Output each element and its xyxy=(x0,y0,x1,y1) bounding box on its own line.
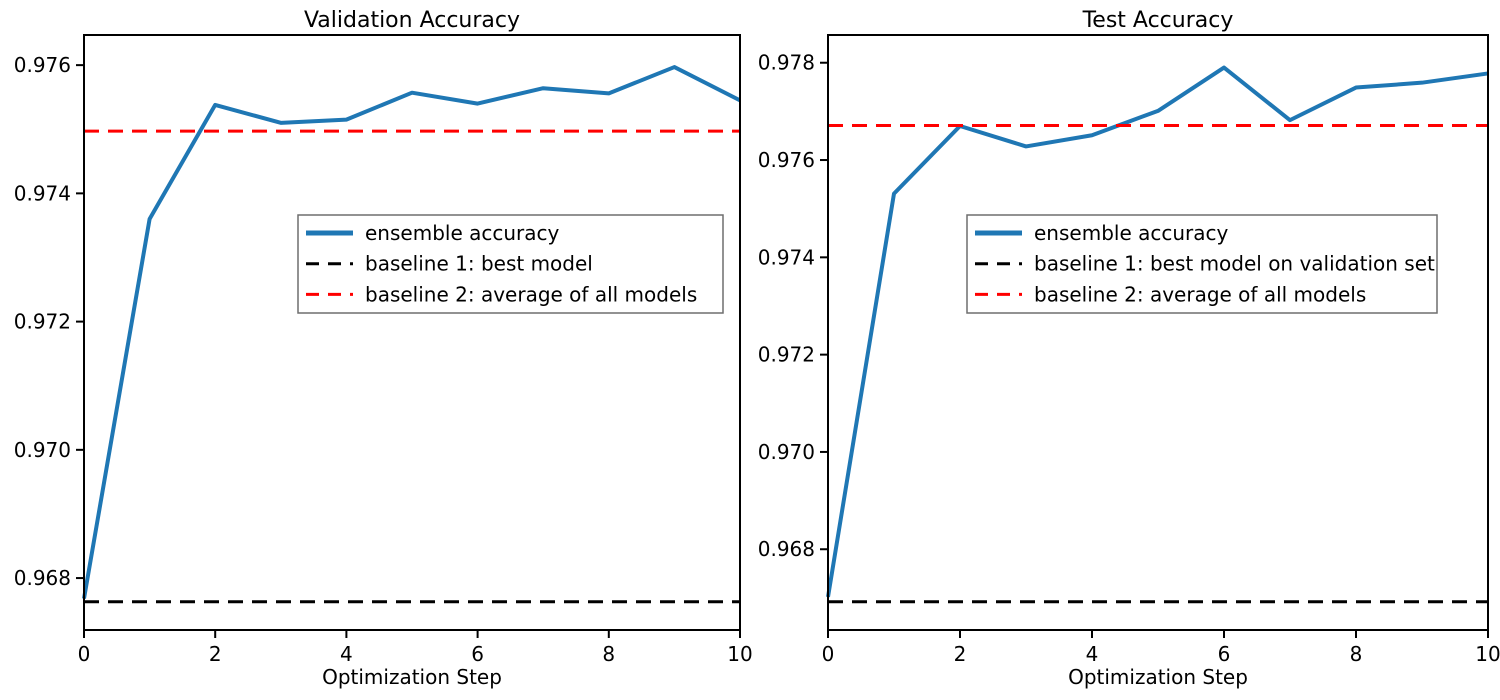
y-tick-label: 0.970 xyxy=(758,440,815,464)
test-plot-title: Test Accuracy xyxy=(1082,8,1234,33)
x-tick-label: 2 xyxy=(954,642,967,666)
x-tick-label: 2 xyxy=(209,642,222,666)
ensemble-accuracy-line xyxy=(826,65,1489,598)
y-tick-label: 0.976 xyxy=(14,53,71,77)
test-plot-xlabel: Optimization Step xyxy=(1068,665,1248,689)
axes-border xyxy=(83,34,741,631)
x-tick-label: 10 xyxy=(727,642,752,666)
legend-label: baseline 1: best model xyxy=(365,252,593,276)
x-tick-label: 10 xyxy=(1475,642,1500,666)
y-tick-label: 0.976 xyxy=(758,148,815,172)
x-tick-label: 0 xyxy=(822,642,835,666)
x-tick-label: 4 xyxy=(340,642,353,666)
legend-label: ensemble accuracy xyxy=(1034,221,1229,245)
y-tick-label: 0.968 xyxy=(758,537,815,561)
legend-box xyxy=(297,214,724,314)
legend-label: baseline 2: average of all models xyxy=(1034,282,1366,306)
legend-label: ensemble accuracy xyxy=(365,221,560,245)
x-tick-label: 4 xyxy=(1086,642,1099,666)
y-tick-label: 0.972 xyxy=(14,310,71,334)
y-tick-label: 0.978 xyxy=(758,51,815,75)
validation-plot-xlabel: Optimization Step xyxy=(322,665,502,689)
axes-border xyxy=(827,34,1489,631)
x-tick-label: 6 xyxy=(1218,642,1231,666)
x-tick-label: 0 xyxy=(78,642,91,666)
validation-plot-title: Validation Accuracy xyxy=(303,8,521,33)
x-tick-label: 8 xyxy=(1350,642,1363,666)
x-tick-label: 8 xyxy=(602,642,615,666)
y-tick-label: 0.968 xyxy=(14,566,71,590)
legend-label: baseline 1: best model on validation set xyxy=(1034,252,1435,276)
y-tick-label: 0.970 xyxy=(14,438,71,462)
x-tick-label: 6 xyxy=(471,642,484,666)
y-tick-label: 0.972 xyxy=(758,343,815,367)
ensemble-accuracy-line xyxy=(82,65,741,599)
legend-label: baseline 2: average of all models xyxy=(365,282,697,306)
legend-box xyxy=(966,214,1438,314)
y-tick-label: 0.974 xyxy=(14,181,71,205)
y-tick-label: 0.974 xyxy=(758,245,815,269)
